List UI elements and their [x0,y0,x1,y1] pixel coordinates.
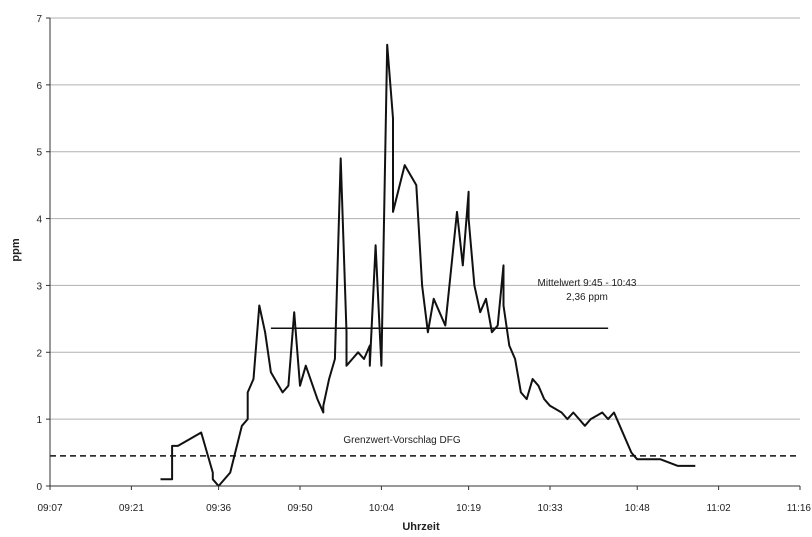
x-tick-label: 10:48 [625,503,650,514]
threshold-label: Grenzwert-Vorschlag DFG [343,435,460,446]
x-tick-label: 09:21 [119,503,144,514]
x-tick-label: 09:36 [206,503,231,514]
reference-lines [50,327,800,457]
y-tick-label: 4 [36,215,42,226]
y-tick-label: 3 [36,281,42,292]
y-tick-label: 7 [36,14,42,25]
y-tick-label: 0 [36,482,42,493]
x-tick-label: 10:33 [537,503,562,514]
x-tick-label: 09:07 [37,503,62,514]
mean-value-label: 2,36 ppm [566,292,608,303]
y-tick-label: 2 [36,348,42,359]
series [160,43,696,487]
x-axis-title: Uhrzeit [402,521,440,533]
y-tick-label: 1 [36,415,42,426]
x-tick-label: 09:50 [287,503,312,514]
gridlines [50,17,800,420]
y-tick-label: 5 [36,148,42,159]
x-tick-label: 11:02 [706,503,731,514]
axes: 0 1 2 3 4 5 6 7 09:07 09:21 09:36 09:50 10:04 10:19 10… [36,14,811,514]
y-axis-title: ppm [10,238,22,261]
x-tick-label: 11:16 [787,503,812,514]
labels: Uhrzeit ppm Grenzwert-Vorschlag DFG Mitt… [10,238,637,533]
x-tick-label: 10:19 [456,503,481,514]
series-line [160,43,696,487]
y-tick-label: 6 [36,81,42,92]
mean-label: Mittelwert 9:45 - 10:43 [538,278,637,289]
x-tick-label: 10:04 [369,503,394,514]
